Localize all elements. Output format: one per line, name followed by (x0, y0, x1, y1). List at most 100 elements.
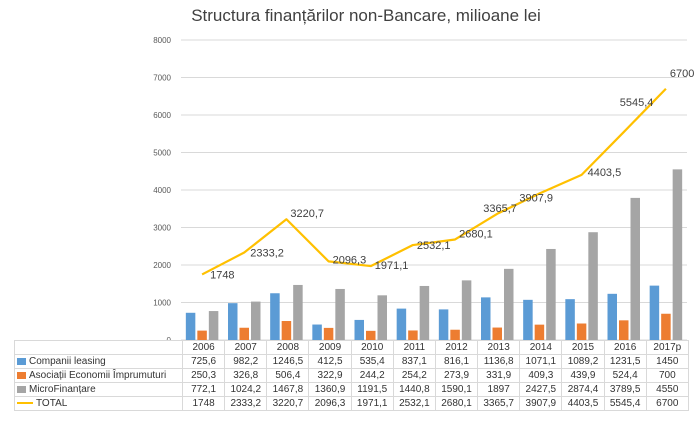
y-tick-label: 5000 (153, 149, 171, 158)
bar (619, 320, 629, 340)
bar (270, 293, 280, 340)
chart-title: Structura finanțărilor non-Bancare, mili… (0, 6, 700, 26)
x-category-label: 2016 (603, 340, 647, 355)
chart-plot: 0 1000 2000 3000 4000 5000 6000 7000 8000 1748 233… (153, 36, 694, 340)
table-cell: 524,4 (603, 368, 647, 383)
table-cell: 725,6 (181, 354, 226, 369)
table-cell: 4550 (645, 382, 689, 397)
total-data-label: 1971,1 (375, 260, 409, 272)
bar (251, 301, 261, 340)
y-tick-label: 3000 (153, 224, 171, 233)
bar (419, 285, 430, 340)
table-corner (14, 340, 183, 355)
table-cell: 2096,3 (308, 396, 352, 411)
table-cell: 1748 (181, 396, 226, 411)
total-data-label: 2096,3 (333, 254, 367, 266)
table-cell: 506,4 (266, 368, 310, 383)
bar (649, 285, 660, 340)
total-data-label: 1748 (210, 269, 234, 281)
table-cell: 1467,8 (266, 382, 310, 397)
table-cell: 439,9 (561, 368, 605, 383)
table-cell: 3220,7 (266, 396, 310, 411)
y-tick-label: 7000 (153, 74, 171, 83)
y-tick-label: 6000 (153, 111, 171, 120)
table-cell: 2680,1 (434, 396, 479, 411)
y-tick-label: 4000 (153, 186, 171, 195)
table-cell: 1231,5 (603, 354, 647, 369)
series-name: MicroFinanțare (29, 384, 96, 395)
bar (197, 330, 207, 340)
bar (396, 308, 407, 340)
table-cell: 1024,2 (224, 382, 268, 397)
total-line (201, 87, 667, 276)
table-cell: 331,9 (477, 368, 521, 383)
bar (185, 312, 196, 340)
total-data-label: 2680,1 (459, 228, 493, 240)
bar (630, 197, 640, 340)
bar (576, 323, 587, 340)
bar (546, 248, 556, 340)
series-name: TOTAL (36, 398, 68, 409)
bar (438, 309, 449, 340)
chart-title-text: Structura finanțărilor non-Bancare, mili… (191, 6, 541, 25)
data-table: 2006 2007 2008 2009 2010 2011 2012 2013 2014 2015… (14, 340, 689, 411)
table-cell: 700 (645, 368, 689, 383)
table-cell: 2427,5 (519, 382, 563, 397)
table-cell: 273,9 (434, 368, 479, 383)
bar (281, 321, 292, 340)
x-category-label: 2011 (392, 340, 436, 355)
legend-key (17, 402, 33, 405)
bar (312, 324, 322, 340)
x-category-label: 2010 (350, 340, 394, 355)
bar (335, 288, 345, 340)
bar (661, 313, 671, 340)
table-cell: 982,2 (224, 354, 268, 369)
bar (672, 169, 683, 340)
y-tick-label: 0 (167, 336, 172, 340)
series-legend: Companii leasing (14, 354, 183, 369)
table-cell: 837,1 (392, 354, 436, 369)
y-tick-label: 8000 (153, 36, 171, 45)
table-header-row: 2006 2007 2008 2009 2010 2011 2012 2013 2014 2015… (14, 340, 689, 355)
x-category-label: 2012 (434, 340, 479, 355)
table-cell: 772,1 (181, 382, 226, 397)
y-tick-label: 2000 (153, 261, 171, 270)
table-cell: 816,1 (434, 354, 479, 369)
table-cell: 2333,2 (224, 396, 268, 411)
table-cell: 1450 (645, 354, 689, 369)
table-cell: 6700 (645, 396, 689, 411)
table-row: MicroFinanțare 772,1 1024,2 1467,8 1360,9 119… (14, 382, 689, 397)
bar (408, 330, 418, 340)
bar (588, 232, 598, 340)
table-cell: 412,5 (308, 354, 352, 369)
bar (565, 299, 575, 340)
bar (450, 329, 460, 340)
table-cell: 409,3 (519, 368, 563, 383)
table-cell: 4403,5 (561, 396, 605, 411)
y-tick-label: 1000 (153, 299, 171, 308)
table-row: TOTAL 1748 2333,2 3220,7 2096,3 1971,1 2532,1 2… (14, 396, 689, 411)
series-name: Asociații Economii Împrumuturi (29, 370, 167, 381)
table-cell: 1191,5 (350, 382, 394, 397)
x-category-label: 2014 (519, 340, 563, 355)
x-category-label: 2006 (181, 340, 226, 355)
x-category-label: 2017p (645, 340, 689, 355)
series-legend: Asociații Economii Împrumuturi (14, 368, 183, 383)
bar (504, 268, 514, 340)
bar (323, 327, 334, 340)
table-cell: 1071,1 (519, 354, 563, 369)
table-row: Asociații Economii Împrumuturi 250,3 326,8… (14, 368, 689, 383)
table-cell: 1897 (477, 382, 521, 397)
total-data-label: 4403,5 (588, 167, 622, 179)
table-cell: 244,2 (350, 368, 394, 383)
table-cell: 250,3 (181, 368, 226, 383)
series-name: Companii leasing (29, 356, 106, 367)
total-data-label: 5545,4 (620, 97, 654, 109)
legend-key (17, 357, 26, 365)
table-cell: 5545,4 (603, 396, 647, 411)
table-row: Companii leasing 725,6 982,2 1246,5 412,5 535… (14, 354, 689, 369)
total-data-label: 2333,2 (250, 248, 284, 260)
table-cell: 3907,9 (519, 396, 563, 411)
total-data-label: 3365,7 (483, 203, 517, 215)
table-cell: 326,8 (224, 368, 268, 383)
